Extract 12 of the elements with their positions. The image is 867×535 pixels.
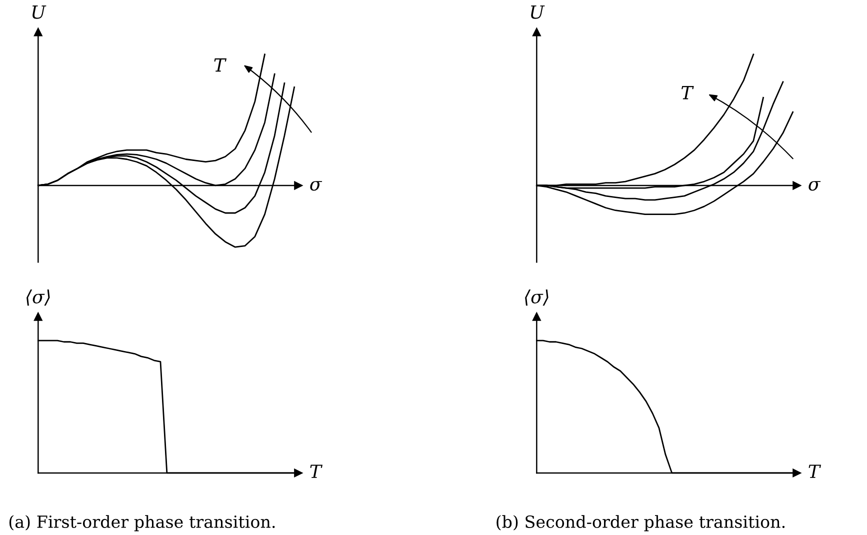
annotation: T [214, 58, 227, 72]
x-axis-title: σ [310, 181, 322, 191]
annotation: T [682, 86, 694, 100]
y-axis-title: U [531, 5, 545, 19]
y-axis-title: ⟨σ⟩ [525, 290, 548, 306]
text: (b) Second-order phase transition. [496, 515, 785, 532]
y-axis-title: U [32, 5, 46, 19]
x-axis-title: T [310, 464, 323, 478]
x-axis-title: σ [808, 181, 821, 191]
text: (a) First-order phase transition. [9, 515, 275, 532]
y-axis-title: ⟨σ⟩ [26, 290, 50, 306]
x-axis-title: T [808, 464, 822, 478]
